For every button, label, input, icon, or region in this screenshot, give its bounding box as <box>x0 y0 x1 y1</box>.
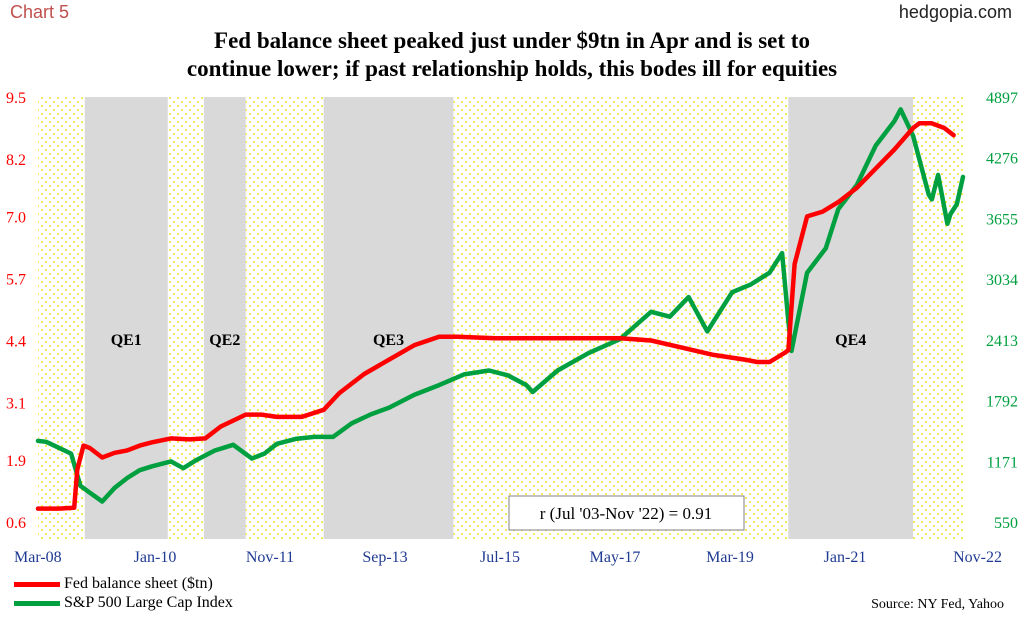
y-right-tick-label: 1171 <box>987 454 1018 471</box>
shaded-period-qe4 <box>788 97 914 539</box>
y-right-tick-label: 4897 <box>986 90 1018 107</box>
x-tick-label: Jan-21 <box>824 549 867 566</box>
legend-swatch-spx <box>14 600 60 606</box>
x-tick-label: Nov-11 <box>246 549 294 566</box>
x-tick-label: Mar-08 <box>14 549 62 566</box>
y-left-tick-label: 9.5 <box>6 90 26 107</box>
y-left-tick-label: 4.4 <box>6 334 26 351</box>
y-left-tick-label: 1.9 <box>6 453 26 470</box>
y-right-tick-label: 1792 <box>986 394 1018 411</box>
chart-title-line2: continue lower; if past relationship hol… <box>186 56 838 81</box>
chart-title-line1: Fed balance sheet peaked just under $9tn… <box>214 28 810 53</box>
x-tick-label: Sep-13 <box>362 549 407 566</box>
x-tick-label: May-17 <box>590 549 641 566</box>
shaded-period-qe2 <box>203 97 246 539</box>
y-right-tick-label: 550 <box>994 515 1018 532</box>
series-line-spx <box>35 107 966 504</box>
correlation-box <box>508 495 745 531</box>
y-right-tick-label: 4276 <box>986 151 1018 168</box>
y-left-tick-label: 8.2 <box>6 152 26 169</box>
legend-label-fed: Fed balance sheet ($tn) <box>64 575 213 592</box>
y-left-tick-label: 5.7 <box>6 271 26 288</box>
x-tick-label: Mar-19 <box>706 549 754 566</box>
y-left-tick-label: 7.0 <box>6 209 26 226</box>
shaded-period-qe1 <box>84 97 168 539</box>
y-left-tick-label: 3.1 <box>6 396 26 413</box>
legend-item-spx: S&P 500 Large Cap Index <box>14 594 233 612</box>
x-tick-label: Jul-15 <box>480 549 520 566</box>
correlation-label: r (Jul '03-Nov '22) = 0.91 <box>540 504 712 523</box>
shaded-period-label-qe4: QE4 <box>835 332 866 349</box>
legend-label-spx: S&P 500 Large Cap Index <box>64 594 233 611</box>
y-left-tick-label: 0.6 <box>6 515 26 532</box>
source-note: Source: NY Fed, Yahoo <box>871 597 1004 612</box>
legend-swatch-fed <box>14 581 60 587</box>
x-tick-label: Nov-22 <box>953 549 1002 566</box>
site-name: hedgopia.com <box>898 2 1012 22</box>
y-right-tick-label: 3034 <box>986 272 1018 289</box>
legend-item-fed: Fed balance sheet ($tn) <box>14 575 213 593</box>
shaded-period-label-qe1: QE1 <box>111 332 142 349</box>
x-tick-label: Jan-10 <box>134 549 177 566</box>
shaded-period-qe3 <box>323 97 454 539</box>
y-right-tick-label: 2413 <box>986 333 1018 350</box>
shaded-period-label-qe3: QE3 <box>373 332 404 349</box>
series-line-fed <box>35 121 956 511</box>
shaded-period-label-qe2: QE2 <box>209 332 240 349</box>
y-right-tick-label: 3655 <box>986 211 1018 228</box>
chart-number-label: Chart 5 <box>10 2 70 22</box>
